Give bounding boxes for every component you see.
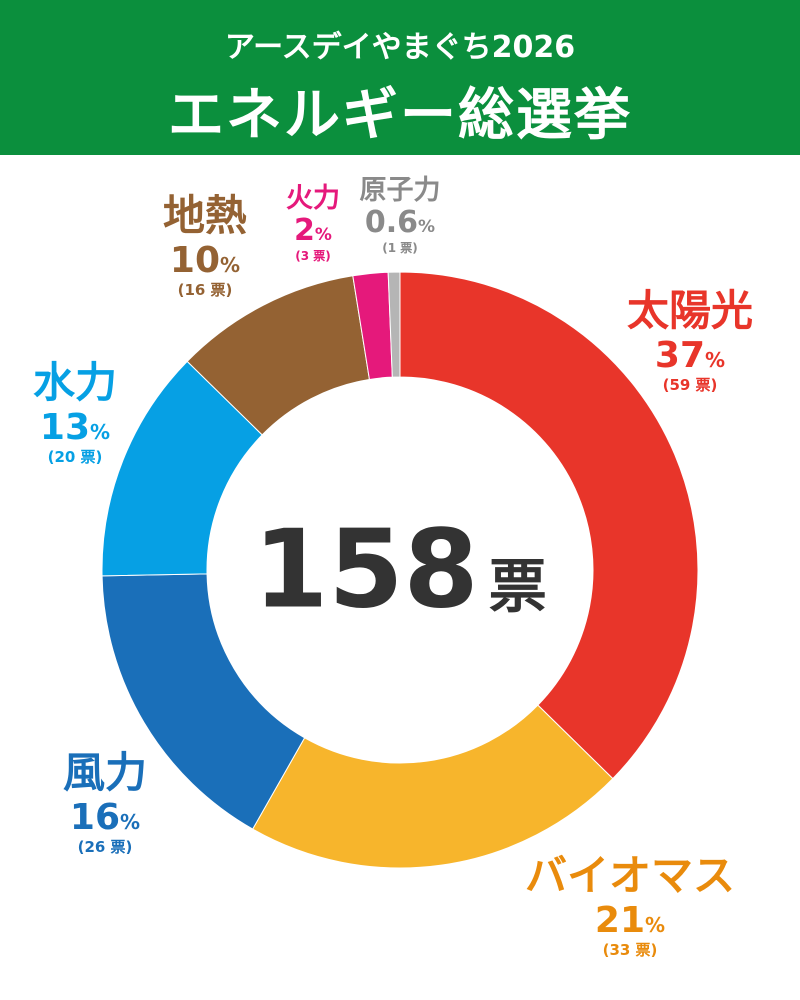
category-name: 火力 xyxy=(286,183,340,214)
header-banner: アースデイやまぐち2026 エネルギー総選挙 xyxy=(0,0,800,155)
vote-count: (1 票) xyxy=(382,241,418,255)
category-name: 風力 xyxy=(62,748,148,797)
percent-label: 21% xyxy=(594,900,666,941)
slice-1 xyxy=(252,704,614,869)
label-3: 水力 13% (20 票) xyxy=(33,362,117,465)
percent-unit: % xyxy=(220,253,241,277)
label-2: 風力 16% (26 票) xyxy=(63,752,147,855)
label-0: 太陽光 37% (59 票) xyxy=(627,290,753,393)
category-name: 水力 xyxy=(32,358,118,407)
percent-unit: % xyxy=(705,348,726,372)
slice-0 xyxy=(399,271,699,780)
percent-label: 2% xyxy=(294,213,332,248)
label-5: 火力 2% (3 票) xyxy=(286,185,340,262)
percent-unit: % xyxy=(418,217,436,237)
percent-unit: % xyxy=(120,810,141,834)
category-name: 太陽光 xyxy=(626,286,754,335)
percent-label: 13% xyxy=(39,407,111,448)
page-title: エネルギー総選挙 xyxy=(168,83,632,148)
label-1: バイオマス 21% (33 票) xyxy=(525,855,735,958)
percent-unit: % xyxy=(645,913,666,937)
vote-count: (3 票) xyxy=(295,249,331,263)
subtitle: アースデイやまぐち2026 xyxy=(224,30,576,65)
vote-count: (59 票) xyxy=(662,376,718,394)
category-name: 地熱 xyxy=(162,191,248,240)
category-name: バイオマス xyxy=(524,851,736,900)
slice-6 xyxy=(387,271,401,378)
percent-label: 37% xyxy=(654,335,726,376)
percent-unit: % xyxy=(314,225,332,245)
label-6: 原子力 0.6% (1 票) xyxy=(360,177,441,254)
vote-count: (33 票) xyxy=(602,941,658,959)
vote-count: (16 票) xyxy=(177,281,233,299)
percent-label: 10% xyxy=(169,240,241,281)
percent-label: 16% xyxy=(69,797,141,838)
vote-count: (20 票) xyxy=(47,448,103,466)
total-votes: 158 票 xyxy=(253,508,546,633)
label-4: 地熱 10% (16 票) xyxy=(163,195,247,298)
percent-label: 0.6% xyxy=(364,205,436,240)
total-unit: 票 xyxy=(488,552,547,621)
total-number: 158 xyxy=(253,507,479,633)
category-name: 原子力 xyxy=(359,175,441,206)
vote-count: (26 票) xyxy=(77,838,133,856)
percent-unit: % xyxy=(90,420,111,444)
